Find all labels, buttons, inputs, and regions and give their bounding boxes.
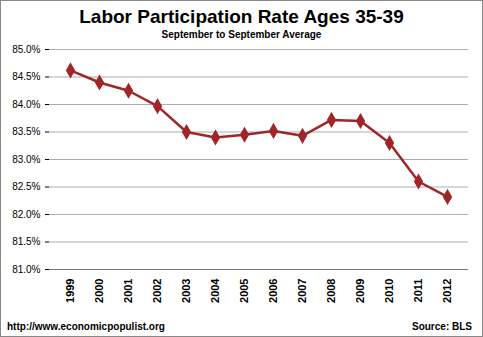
svg-text:82.0%: 82.0% (12, 209, 40, 220)
svg-text:2000: 2000 (93, 279, 105, 303)
svg-text:2012: 2012 (441, 279, 453, 303)
svg-text:2001: 2001 (122, 279, 134, 303)
svg-text:83.0%: 83.0% (12, 154, 40, 165)
html-text:Source: BLS: Source: BLS (412, 321, 472, 332)
svg-text:2011: 2011 (412, 279, 424, 303)
svg-text:2003: 2003 (180, 279, 192, 303)
svg-text:85.0%: 85.0% (12, 44, 40, 55)
svg-text:2010: 2010 (383, 279, 395, 303)
html-text:Labor Participation Rate Ages: Labor Participation Rate Ages 35-39 (79, 6, 404, 27)
html-text:September to September Average: September to September Average (161, 29, 322, 40)
svg-text:2002: 2002 (151, 279, 163, 303)
svg-text:2004: 2004 (209, 278, 221, 303)
svg-text:2009: 2009 (354, 279, 366, 303)
svg-text:84.5%: 84.5% (12, 71, 40, 82)
svg-text:81.5%: 81.5% (12, 236, 40, 247)
html-text:http://www.economicpopulist.or: http://www.economicpopulist.org (7, 321, 165, 332)
svg-text:2007: 2007 (296, 279, 308, 303)
svg-text:83.5%: 83.5% (12, 126, 40, 137)
svg-text:84.0%: 84.0% (12, 99, 40, 110)
svg-text:2008: 2008 (325, 279, 337, 303)
svg-text:81.0%: 81.0% (12, 264, 40, 275)
svg-text:2005: 2005 (238, 279, 250, 303)
svg-text:82.5%: 82.5% (12, 181, 40, 192)
svg-text:2006: 2006 (267, 279, 279, 303)
svg-text:1999: 1999 (64, 279, 76, 303)
